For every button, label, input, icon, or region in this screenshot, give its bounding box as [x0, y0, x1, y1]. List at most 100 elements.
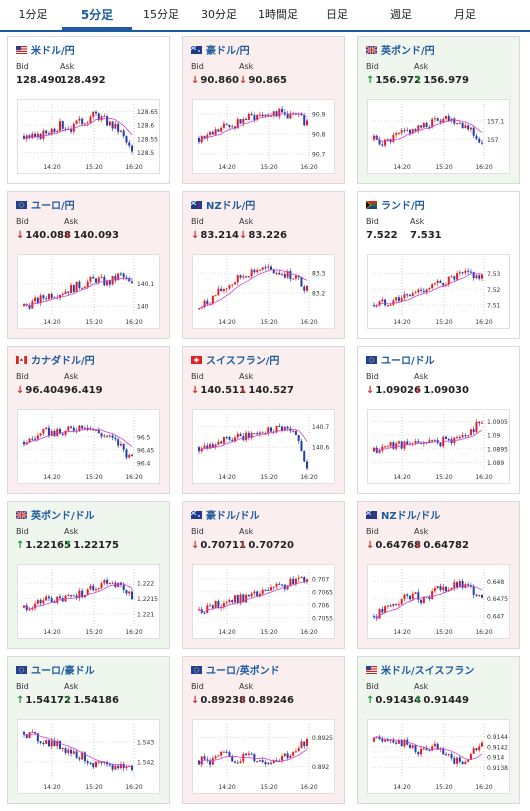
chart-svg: 0.707 0.7065 0.706 0.7055 14:20 15:20 16:20 [197, 569, 333, 636]
tab-7[interactable]: 週足 [390, 8, 412, 21]
y-tick-label: 0.648 [487, 579, 504, 586]
tab-3[interactable]: 15分足 [143, 8, 179, 21]
candle-body [403, 130, 406, 132]
candle-body [286, 271, 289, 278]
y-tick-label: 1.089 [487, 460, 504, 467]
candle-body [97, 761, 100, 763]
pair-title[interactable]: ユーロ/ドル [366, 352, 435, 367]
flag-icon [366, 201, 381, 212]
pair-title[interactable]: 米ドル/スイスフラン [366, 662, 474, 677]
candle-body [203, 756, 206, 760]
candle-body [198, 760, 200, 765]
pair-title[interactable]: スイスフラン/円 [191, 352, 279, 367]
rate-card[interactable]: 英ポンド/ドル Bid Ask ↑1.22165 ↑1.22175 1.222 1.2215… [7, 501, 170, 649]
candle-body [100, 761, 103, 764]
pair-title[interactable]: NZドル/円 [191, 197, 255, 212]
pair-title[interactable]: 英ポンド/円 [366, 42, 435, 57]
pair-title[interactable]: 米ドル/円 [16, 42, 75, 57]
candle-body [456, 582, 459, 588]
rate-card[interactable]: ユーロ/ドル Bid Ask ↓1.09026 ↓1.09030 1.0905 1.09 1.… [357, 346, 520, 494]
pair-title[interactable]: カナダドル/円 [16, 352, 95, 367]
bid-value: ↑0.91434 [366, 695, 421, 706]
candle-body [270, 266, 272, 270]
ask-label: Ask [64, 527, 79, 536]
pair-title[interactable]: NZドル/ドル [366, 507, 440, 522]
candle-body [403, 594, 406, 600]
x-tick-label: 14:20 [393, 164, 410, 171]
candle-body [83, 752, 86, 762]
candle-body [261, 267, 264, 270]
rate-card[interactable]: NZドル/ドル Bid Ask ↓0.64768 ↓0.64782 0.648 0.6475… [357, 501, 520, 649]
candle-body [86, 589, 89, 596]
candle-body [45, 740, 48, 744]
rate-card[interactable]: NZドル/円 Bid Ask ↓83.214 ↓83.226 83.3 83.2 14:20 1… [182, 191, 345, 339]
candle-body [220, 441, 223, 444]
candle-body [228, 600, 231, 603]
candle-body [211, 132, 214, 135]
candle-body [217, 441, 220, 445]
flag-icon [16, 201, 31, 212]
rate-card[interactable]: 豪ドル/ドル Bid Ask ↓0.70711 ↓0.70720 0.707 0.7065 0… [182, 501, 345, 649]
pair-title[interactable]: ユーロ/豪ドル [16, 662, 95, 677]
bid-label: Bid [366, 62, 379, 71]
bid-label: Bid [16, 527, 29, 536]
moving-average-line [373, 273, 483, 307]
pair-name: ユーロ/円 [31, 201, 75, 212]
candle-body [245, 432, 248, 441]
rate-card[interactable]: 米ドル/円 Bid Ask 128.490 128.492 128.65 128.6 128.… [7, 36, 170, 184]
candle-body [256, 270, 259, 273]
candle-body [458, 581, 461, 588]
candle-body [456, 437, 459, 439]
candle-body [119, 130, 122, 132]
y-tick-label: 96.4 [137, 460, 151, 467]
candle-body [373, 616, 375, 618]
candle-body [278, 583, 281, 585]
tab-5[interactable]: 1時間足 [258, 8, 298, 21]
bid-value: ↑1.22165 [16, 540, 71, 551]
candle-body [297, 275, 300, 278]
candle-body [95, 761, 97, 768]
ask-value: 7.531 [410, 230, 442, 241]
pair-title[interactable]: ユーロ/英ポンド [191, 662, 280, 677]
candle-body [47, 293, 50, 300]
candle-body [289, 578, 292, 586]
tab-8[interactable]: 月足 [454, 8, 476, 21]
pair-title[interactable]: 豪ドル/ドル [191, 507, 260, 522]
candle-body [461, 272, 464, 274]
rate-card[interactable]: ユーロ/英ポンド Bid Ask ↓0.89238 ↓0.89246 0.8925 0.89… [182, 656, 345, 804]
y-tick-label: 1.221 [137, 611, 154, 618]
pair-title[interactable]: ランド/円 [366, 197, 425, 212]
x-tick-label: 15:20 [85, 784, 102, 791]
rate-card[interactable]: ユーロ/円 Bid Ask ↓140.088 ↓140.093 140.1 140 14:20… [7, 191, 170, 339]
tab-4[interactable]: 30分足 [201, 8, 237, 21]
candle-body [214, 444, 217, 448]
candle-body [406, 129, 409, 131]
rate-card[interactable]: 米ドル/スイスフラン Bid Ask ↑0.91434 ↑0.91449 0.9144 0.… [357, 656, 520, 804]
y-tick-label: 7.51 [487, 303, 501, 310]
pair-title[interactable]: 英ポンド/ドル [16, 507, 95, 522]
candle-body [422, 748, 425, 750]
bid-value: 7.522 [366, 230, 398, 241]
rate-card[interactable]: 豪ドル/円 Bid Ask ↓90.860 ↓90.865 90.9 90.8 90.7 14:… [182, 36, 345, 184]
candle-body [125, 589, 128, 594]
rate-card[interactable]: ランド/円 Bid Ask 7.522 7.531 7.53 7.52 7.51 14:20 15… [357, 191, 520, 339]
tab-1[interactable]: 1分足 [18, 8, 48, 21]
candle-body [89, 762, 92, 764]
pair-title[interactable]: 豪ドル/円 [191, 42, 250, 57]
candle-body [481, 594, 483, 598]
rate-card[interactable]: カナダドル/円 Bid Ask ↓96.404 96.419 96.5 96.45 96.4 1… [7, 346, 170, 494]
candle-body [250, 269, 253, 277]
y-tick-label: 140.6 [312, 445, 329, 452]
rate-card[interactable]: 英ポンド/円 Bid Ask ↑156.972 ↑156.979 157.1 157 14:2… [357, 36, 520, 184]
ask-label: Ask [239, 62, 254, 71]
chart-svg: 128.65 128.6 128.55 128.5 14:20 15:20 16:20 [22, 104, 158, 171]
candle-body [231, 600, 234, 603]
rate-card[interactable]: スイスフラン/円 Bid Ask ↓140.511 ↓140.527 140.7 140.6… [182, 346, 345, 494]
ask-label: Ask [414, 682, 429, 691]
rate-card[interactable]: ユーロ/豪ドル Bid Ask ↑1.54172 ↑1.54186 1.543 1.542 1… [7, 656, 170, 804]
y-tick-label: 128.5 [137, 150, 154, 157]
tab-6[interactable]: 日足 [326, 8, 348, 21]
pair-title[interactable]: ユーロ/円 [16, 197, 75, 212]
bid-value: ↓1.09026 [366, 385, 421, 396]
tab-2[interactable]: 5分足 [62, 0, 132, 30]
